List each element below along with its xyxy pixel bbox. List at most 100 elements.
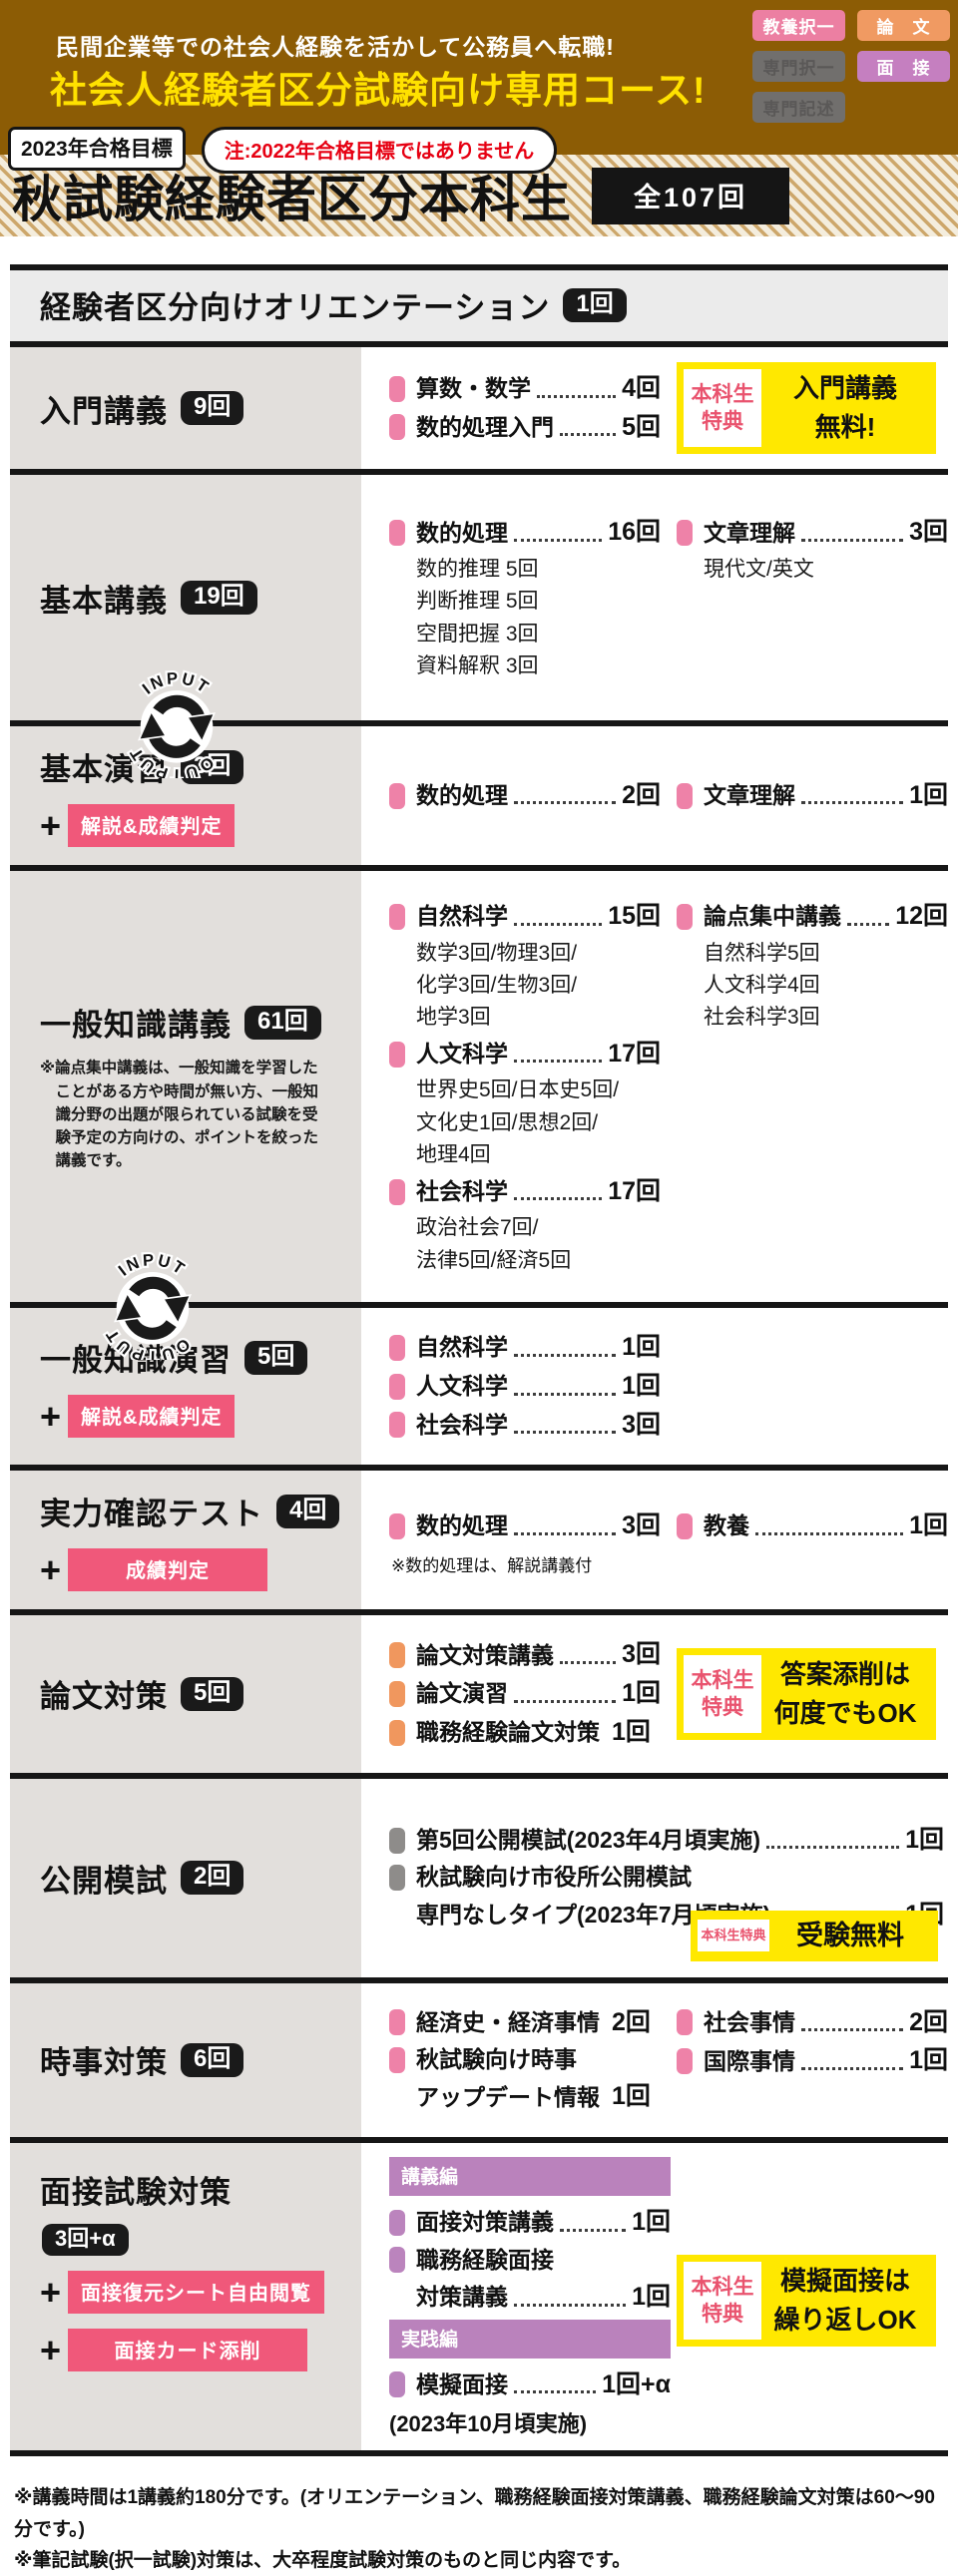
exam-badge-ronbun: 論 文 [857, 10, 950, 41]
item-detail: 数的推理 5回 [416, 558, 539, 582]
section-kihon-kougi: 基本講義 19回 INPUT OUTPUT 数的処理 16回 数的推理 5回 判断推理 5回空… [10, 469, 956, 786]
item-label: 社会科学 [416, 1178, 508, 1204]
total-sessions-badge: 全107回 [592, 167, 790, 224]
lecture-item: 社会科学 3回 [389, 1409, 661, 1443]
plus-feature: + 面接カード添削 [40, 2329, 347, 2372]
hero-subtitle: 民間企業等での社会人経験を活かして公務員へ転職! [56, 34, 615, 60]
course-banner-title: 秋試験経験者区分本科生 [12, 172, 572, 227]
plus-icon: + [40, 804, 62, 846]
section-header: 論文対策 5回 [10, 1615, 361, 1773]
item-label: 模擬面接 [416, 2370, 508, 2397]
pink-square-bullet-icon [389, 414, 405, 441]
content-column: 自然科学 1回 人文科学 1回 社会科学 3回 [389, 1326, 661, 1447]
section-count-badge: 19回 [181, 581, 257, 615]
section-title: 実力確認テスト [40, 1497, 263, 1532]
section-count-badge: 9回 [181, 391, 244, 425]
content-column: 数的処理 2回 [389, 774, 661, 818]
dotted-leader [514, 1699, 617, 1703]
lecture-item: 数的処理 16回 [389, 516, 661, 550]
pink-square-bullet-icon [389, 1041, 405, 1068]
bonus-box: 本科生特典 受験無料 [691, 1911, 938, 1961]
section-title-line: 入門講義 9回 [40, 386, 347, 431]
item-label: 職務経験論文対策 [416, 1719, 600, 1746]
item-count: 3回 [909, 518, 948, 547]
lecture-item: 論文対策講義 3回 [389, 1638, 661, 1672]
pink-square-bullet-icon [389, 2009, 405, 2036]
item-count: 1回 [632, 2282, 671, 2311]
bonus-box: 本科生特典 模擬面接は 繰り返しOK [677, 2255, 936, 2348]
item-count: 4回 [622, 373, 661, 402]
content-column: 論点集中講義 12回 自然科学5回 人文科学4回 社会科学3回 [677, 895, 948, 1036]
section-title: 公開模試 [40, 1863, 168, 1899]
item-label: 論文演習 [416, 1680, 508, 1707]
section-title: 一般知識講義 [40, 1008, 232, 1044]
item-label: アップデート情報 [416, 2083, 600, 2110]
bonus-text-line: 何度でもOK [773, 1697, 917, 1728]
item-count: 5回 [622, 412, 661, 441]
lecture-item: 秋試験向け市役所公開模試 [389, 1862, 944, 1893]
pink-square-bullet-icon [677, 782, 693, 809]
content-column: 社会事情 2回 国際事情 1回 [677, 2001, 948, 2084]
item-label: 社会事情 [704, 2008, 795, 2035]
section-ronbun: 論文対策 5回 論文対策講義 3回論文演習 1回職務経験論文対策 1回 本科生特典 答案添削は… [10, 1609, 948, 1773]
section-title-line: 時事対策 6回 [40, 2037, 347, 2082]
plus-feature: + 解説&成績判定 [40, 804, 347, 847]
item-count: 1回 [909, 780, 948, 809]
dotted-leader [514, 2303, 627, 2307]
dotted-leader [847, 922, 890, 926]
plus-feature-label: 面接復元シート自由閲覧 [68, 2271, 325, 2315]
item-count: 1回 [622, 1679, 661, 1707]
section-count-badge: 1回 [563, 287, 627, 322]
exam-badge-mensetsu: 面 接 [857, 51, 950, 82]
bonus-box: 本科生特典 答案添削は 何度でもOK [677, 1647, 936, 1740]
content-column: 経済史・経済事情 2回 秋試験向け時事 アップデート情報 1回 [389, 2001, 661, 2120]
pink-square-bullet-icon [677, 903, 693, 930]
dotted-leader [766, 1846, 900, 1850]
lecture-item: 自然科学 1回 [389, 1331, 661, 1365]
dotted-leader [560, 2228, 627, 2232]
item-count: 1回 [909, 1510, 948, 1539]
item-count: 1回 [612, 2082, 651, 2111]
item-label: 国際事情 [704, 2047, 795, 2074]
section-content: 自然科学 1回 人文科学 1回 社会科学 3回 [361, 1308, 948, 1466]
dotted-leader [560, 433, 617, 437]
item-detail: (2023年10月頃実施) [389, 2411, 588, 2437]
content-columns: 数的処理 16回 数的推理 5回 判断推理 5回 空間把握 3回 資料解釈 3回 文章理解 3… [389, 511, 948, 683]
bonus-tag: 本科生特典 [684, 1654, 761, 1733]
item-count: 3回 [622, 1410, 661, 1439]
content-column: 文章理解 1回 [677, 774, 948, 818]
exam-badge-kyoyo-takuitsu: 教養択一 [752, 10, 845, 41]
lecture-item: 職務経験論文対策 1回 [389, 1716, 661, 1750]
orange-square-bullet-icon [389, 1680, 405, 1707]
dotted-leader [537, 394, 617, 398]
pink-square-bullet-icon [389, 1373, 405, 1400]
item-detail: 人文科学4回 [704, 973, 820, 997]
dotted-leader [514, 1431, 617, 1435]
pink-square-bullet-icon [389, 1512, 405, 1539]
content-column: 算数・数学 4回 数的処理入門 5回 [389, 367, 661, 450]
lecture-item: 第5回公開模試(2023年4月頃実施) 1回 [389, 1824, 944, 1858]
lecture-item: 自然科学 15回 [389, 900, 661, 934]
item-label: 自然科学 [416, 1334, 508, 1361]
item-detail: 文化史1回/思想2回/ [416, 1110, 599, 1134]
bonus-tag: 本科生特典 [684, 2262, 761, 2341]
item-count: 1回 [622, 1371, 661, 1400]
lecture-item: 面接対策講義 1回 [389, 2206, 671, 2240]
item-note: ※数的処理は、解説講義付 [391, 1555, 593, 1575]
section-count-badge: 3回+α [42, 2224, 129, 2257]
item-continuation: 対策講義 1回 [416, 2281, 671, 2315]
item-count: 2回 [612, 2007, 651, 2036]
section-jiji: 時事対策 6回 経済史・経済事情 2回 秋試験向け時事 アップデート情報 1回 社会事情 2回国… [10, 1976, 956, 2138]
section-note: ※論点集中講義は、一般知識を学習したことがある方や時間が無い方、一般知識分野の出… [40, 1060, 319, 1170]
item-label: 面接対策講義 [416, 2209, 554, 2236]
footer-notes: ※講義時間は1講義約180分です。(オリエンテーション、職務経験面接対策講義、職… [14, 2482, 944, 2576]
item-label: 数的処理 [416, 781, 508, 808]
section-chishiki-enshu: 一般知識演習 5回 + 解説&成績判定 自然科学 1回 人文科学 1回 社会科学 3回 [10, 1302, 948, 1466]
dotted-leader [801, 2067, 904, 2070]
section-header: 入門講義 9回 [10, 347, 361, 469]
section-title: 面接試験対策 [40, 2175, 232, 2211]
section-title-line: 一般知識演習 5回 [40, 1335, 347, 1380]
lecture-item: 国際事情 1回 [677, 2044, 948, 2078]
section-count-badge: 4回 [276, 1494, 340, 1528]
item-label: 文章理解 [704, 519, 795, 546]
